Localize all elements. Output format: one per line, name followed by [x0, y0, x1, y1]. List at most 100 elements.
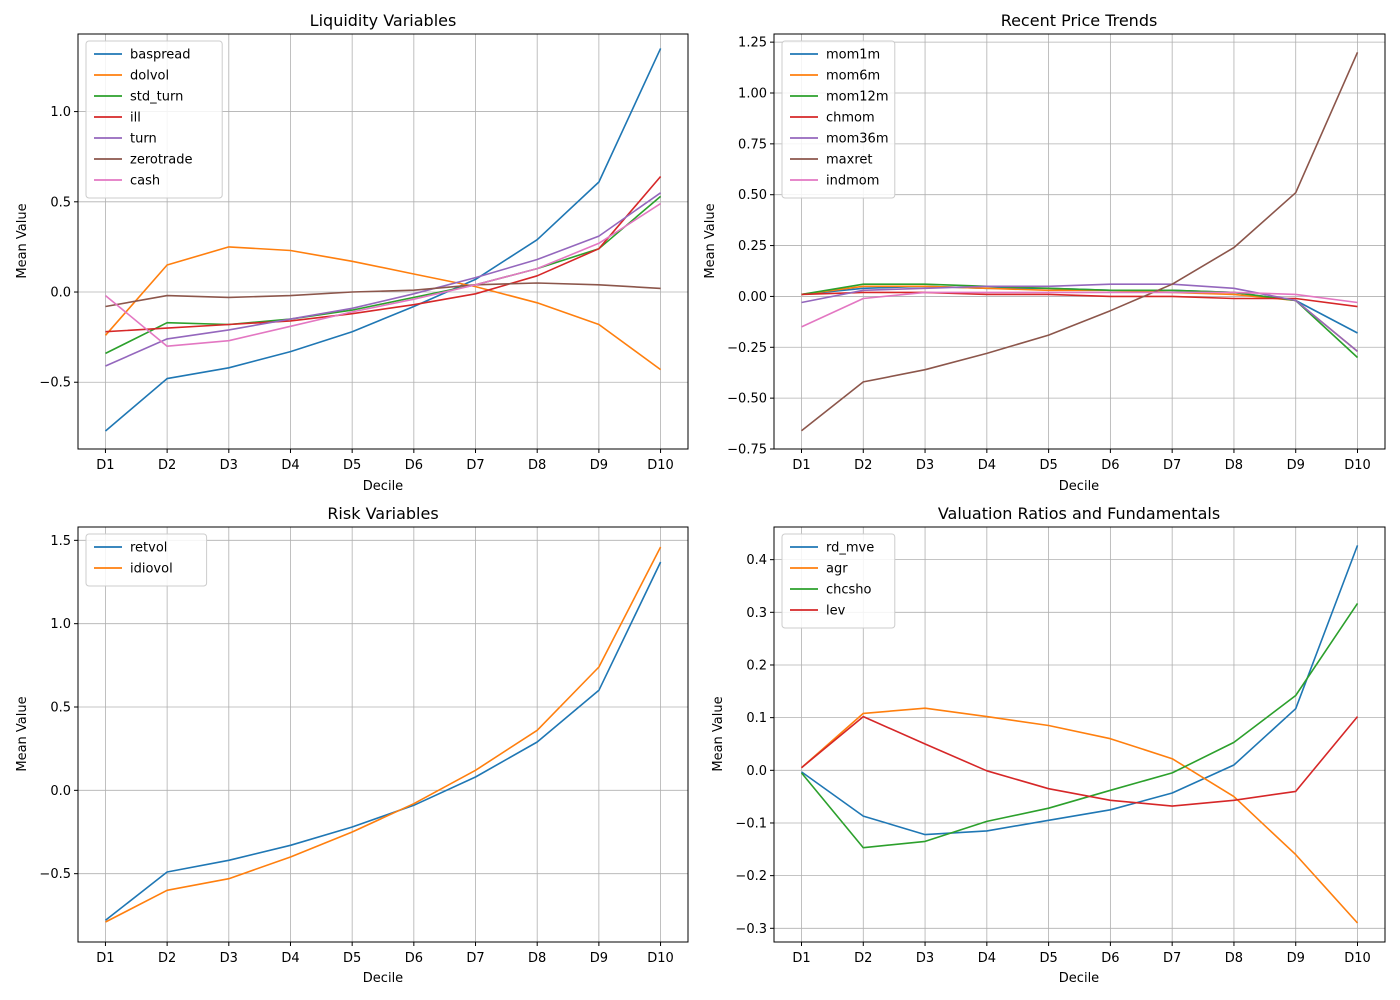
- grid: [774, 34, 1385, 450]
- axes-frame: [773, 33, 1386, 450]
- legend-label-agr: agr: [826, 562, 848, 577]
- series-line-ill: [105, 175, 662, 333]
- y-tick-label: −0.2: [735, 869, 767, 884]
- legend-label-chmom: chmom: [826, 111, 875, 126]
- series-line-idiovol: [105, 546, 662, 923]
- series-line-mom12m: [801, 283, 1359, 359]
- y-tick-label: 0.5: [50, 195, 71, 210]
- series-lines: [800, 545, 1359, 924]
- subplot-price-trends: Recent Price Trends Decile Mean Value D1…: [703, 11, 1386, 494]
- y-tick-label: 0.2: [746, 658, 767, 673]
- series-line-turn: [105, 192, 662, 367]
- legend: retvol idiovol: [85, 533, 208, 587]
- x-tick-label: D5: [343, 951, 361, 966]
- series-line-rd_mve: [801, 545, 1359, 836]
- legend-label-chcsho: chcsho: [826, 583, 872, 598]
- y-tick-label: −0.5: [39, 376, 71, 391]
- legend: mom1m mom6m mom12m chmom mom36m maxret indmom: [781, 40, 896, 199]
- subplot-liquidity: Liquidity Variables Decile Mean Value D1…: [15, 11, 689, 494]
- y-axis-label: Mean Value: [703, 203, 718, 278]
- legend-label-baspread: baspread: [130, 48, 191, 63]
- x-tick-label: D6: [1101, 458, 1119, 473]
- x-axis-label: Decile: [363, 479, 403, 494]
- y-tick-label: −0.75: [727, 443, 767, 458]
- legend-label-dolvol: dolvol: [130, 69, 169, 84]
- y-tick-label: 1.5: [50, 534, 71, 549]
- legend-box: [781, 533, 896, 629]
- x-tick-label: D3: [916, 951, 934, 966]
- series-line-dolvol: [104, 246, 662, 371]
- x-tick-label: D5: [1039, 951, 1057, 966]
- x-tick-label: D6: [405, 458, 423, 473]
- series-line-mom6m: [801, 285, 1359, 353]
- x-tick-label: D7: [1163, 458, 1181, 473]
- legend-label-mom12m: mom12m: [826, 90, 889, 105]
- y-tick-label: 0.0: [50, 286, 71, 301]
- axes-frame: [773, 526, 1386, 943]
- x-tick-label: D8: [1225, 951, 1243, 966]
- x-tick-label: D8: [528, 951, 546, 966]
- y-tick-label: −0.1: [735, 816, 767, 831]
- x-tick-label: D10: [647, 458, 674, 473]
- x-tick-label: D6: [1101, 951, 1119, 966]
- y-tick-label: −0.50: [727, 392, 767, 407]
- x-axis-label: Decile: [1059, 479, 1099, 494]
- subplot-risk: Risk Variables Decile Mean Value D1 D2 D3 D…: [15, 504, 689, 986]
- y-tick-label: 0.1: [746, 711, 767, 726]
- x-tick-label: D3: [916, 458, 934, 473]
- x-tick-label: D1: [96, 458, 114, 473]
- x-tick-label: D1: [96, 951, 114, 966]
- y-tick-label: −0.3: [735, 922, 767, 937]
- y-tick-label: 0.0: [746, 764, 767, 779]
- series-line-chcsho: [800, 602, 1359, 849]
- x-tick-label: D4: [978, 951, 996, 966]
- x-tick-label: D3: [220, 458, 238, 473]
- grid: [78, 34, 688, 449]
- y-tick-label: 0.0: [50, 784, 71, 799]
- y-axis-label: Mean Value: [15, 203, 30, 278]
- x-tick-label: D10: [1344, 458, 1371, 473]
- y-tick-label: 1.0: [50, 617, 71, 632]
- series-line-lev: [800, 715, 1359, 807]
- series-lines: [105, 546, 662, 923]
- subplot-title: Recent Price Trends: [1001, 11, 1158, 30]
- subplot-title: Liquidity Variables: [310, 11, 457, 30]
- x-tick-label: D1: [792, 951, 810, 966]
- legend-label-std_turn: std_turn: [130, 90, 183, 105]
- x-tick-label: D4: [281, 458, 299, 473]
- x-tick-label: D10: [1344, 951, 1371, 966]
- legend-label-rd_mve: rd_mve: [826, 541, 874, 556]
- x-tick-label: D6: [405, 951, 423, 966]
- y-axis-label: Mean Value: [711, 696, 726, 771]
- series-line-mom36m: [801, 283, 1359, 353]
- series-lines: [104, 48, 662, 432]
- series-line-chmom: [801, 291, 1358, 308]
- series-line-std_turn: [105, 195, 662, 355]
- y-tick-label: 0.5: [50, 701, 71, 716]
- x-axis-label: Decile: [363, 971, 403, 986]
- series-line-baspread: [104, 48, 662, 432]
- x-tick-label: D7: [1163, 951, 1181, 966]
- x-tick-label: D9: [1287, 458, 1305, 473]
- x-axis-label: Decile: [1059, 971, 1099, 986]
- legend-label-idiovol: idiovol: [130, 562, 173, 577]
- axes-frame: [77, 526, 689, 943]
- x-tick-label: D1: [792, 458, 810, 473]
- legend-label-ill: ill: [130, 111, 141, 126]
- legend-label-zerotrade: zerotrade: [130, 153, 193, 168]
- series-lines: [801, 51, 1359, 432]
- subplot-valuation: Valuation Ratios and Fundamentals Decile…: [711, 504, 1386, 986]
- x-tick-label: D2: [854, 951, 872, 966]
- y-axis-label: Mean Value: [15, 696, 30, 771]
- x-tick-label: D8: [528, 458, 546, 473]
- x-tick-label: D2: [854, 458, 872, 473]
- grid: [78, 527, 688, 942]
- legend-label-mom6m: mom6m: [826, 69, 880, 84]
- x-tick-label: D3: [220, 951, 238, 966]
- x-tick-label: D2: [158, 458, 176, 473]
- x-tick-label: D9: [590, 458, 608, 473]
- y-tick-label: 0.00: [738, 290, 767, 305]
- x-tick-label: D4: [978, 458, 996, 473]
